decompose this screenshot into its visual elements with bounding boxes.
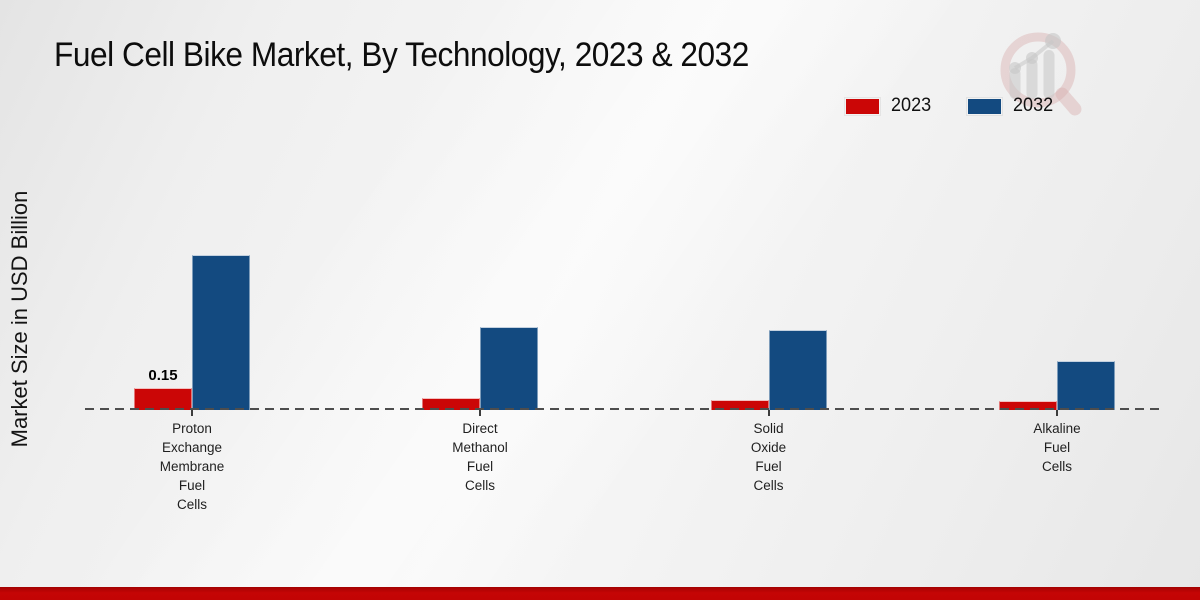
bar-2023-category-0 — [134, 387, 192, 410]
category-label-2: Solid Oxide Fuel Cells — [750, 421, 787, 493]
legend-item-2032: 2032 — [967, 95, 1055, 117]
legend-item-2023: 2023 — [845, 95, 933, 117]
x-axis-tick — [479, 410, 481, 416]
legend-label-2023: 2023 — [891, 95, 932, 116]
category-label-0: Proton Exchange Membrane Fuel Cells — [159, 421, 225, 512]
x-axis-tick — [191, 410, 193, 416]
x-axis-baseline — [85, 408, 1164, 410]
x-axis-tick — [767, 410, 770, 416]
bar-2023-category-1 — [422, 398, 480, 410]
category-label-3: Alkaline Fuel Cells — [1033, 421, 1081, 474]
magnifier-bar-chart-logo-icon — [1000, 32, 1082, 116]
bar-2032-category-0 — [192, 255, 250, 410]
legend-label-2032: 2032 — [1013, 95, 1054, 116]
legend: 2023 2032 — [845, 95, 1056, 117]
legend-swatch-2023 — [845, 97, 880, 115]
chart-title: Fuel Cell Bike Market, By Technology, 20… — [54, 36, 749, 74]
bar-2023-category-3 — [999, 401, 1057, 410]
bar-2032-category-3 — [1057, 360, 1115, 410]
bar-2023-category-2 — [710, 399, 769, 410]
bar-2032-category-1 — [480, 326, 538, 410]
legend-swatch-2032 — [967, 97, 1003, 115]
x-axis-tick — [1056, 410, 1058, 416]
footer-accent-strip — [0, 587, 1200, 600]
bar-2032-category-2 — [768, 329, 827, 410]
category-label-1: Direct Methanol Fuel Cells — [452, 421, 508, 493]
bar-value-2023-category-0: 0.15 — [148, 366, 178, 384]
